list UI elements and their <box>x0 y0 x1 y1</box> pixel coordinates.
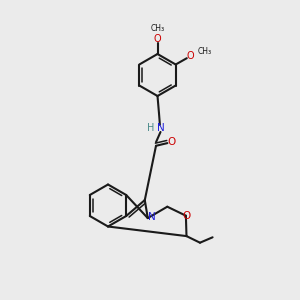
Text: O: O <box>187 51 194 61</box>
Text: N: N <box>148 212 156 222</box>
Text: CH₃: CH₃ <box>198 47 212 56</box>
Text: H: H <box>147 123 155 133</box>
Text: O: O <box>182 211 190 221</box>
Text: N: N <box>157 123 164 133</box>
Text: O: O <box>167 137 176 147</box>
Text: CH₃: CH₃ <box>150 24 165 33</box>
Text: O: O <box>154 34 161 44</box>
